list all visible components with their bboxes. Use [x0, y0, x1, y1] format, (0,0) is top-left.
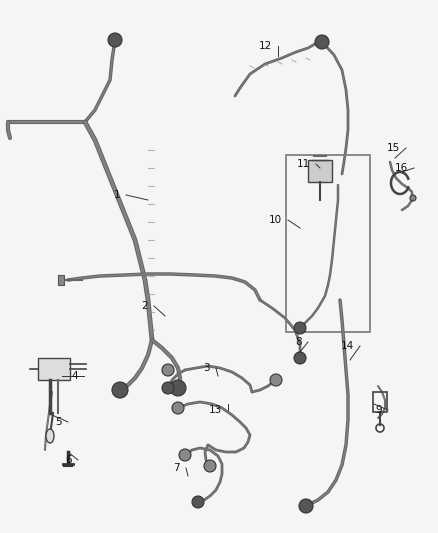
Text: 1: 1 — [113, 190, 120, 200]
Text: 7: 7 — [173, 463, 180, 473]
Ellipse shape — [46, 429, 54, 443]
Circle shape — [108, 33, 122, 47]
Circle shape — [112, 382, 128, 398]
Text: 16: 16 — [395, 163, 408, 173]
Text: 15: 15 — [387, 143, 400, 153]
Text: 14: 14 — [341, 341, 354, 351]
Circle shape — [410, 195, 416, 201]
Circle shape — [179, 449, 191, 461]
Text: 3: 3 — [203, 363, 210, 373]
Text: 12: 12 — [259, 41, 272, 51]
Circle shape — [294, 322, 306, 334]
Circle shape — [294, 352, 306, 364]
Circle shape — [204, 460, 216, 472]
Text: 13: 13 — [209, 405, 222, 415]
Circle shape — [162, 364, 174, 376]
Circle shape — [172, 402, 184, 414]
Text: 6: 6 — [65, 455, 72, 465]
FancyBboxPatch shape — [308, 160, 332, 182]
Text: 8: 8 — [295, 337, 302, 347]
Circle shape — [270, 374, 282, 386]
FancyBboxPatch shape — [58, 275, 64, 285]
FancyBboxPatch shape — [38, 358, 70, 380]
Text: 10: 10 — [269, 215, 282, 225]
Text: 5: 5 — [55, 417, 62, 427]
Text: 2: 2 — [141, 301, 148, 311]
Circle shape — [162, 382, 174, 394]
Circle shape — [170, 380, 186, 396]
Text: 4: 4 — [71, 371, 78, 381]
Circle shape — [315, 35, 329, 49]
Circle shape — [299, 499, 313, 513]
Circle shape — [192, 496, 204, 508]
Text: 9: 9 — [375, 405, 382, 415]
Text: 11: 11 — [297, 159, 310, 169]
